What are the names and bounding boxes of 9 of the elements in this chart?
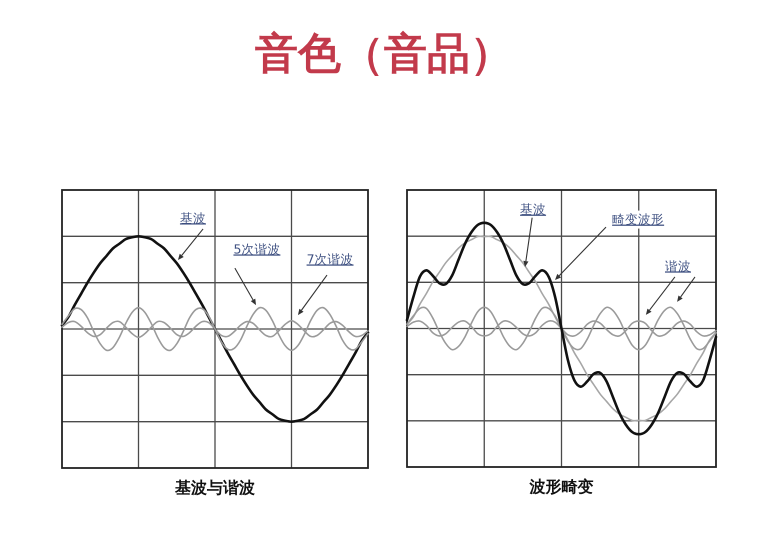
x-axis-title: 波形畸变 [528,477,594,496]
chart-title: 音色（音品） [255,29,513,79]
annotation: 谐波 [664,258,691,274]
text: 基波 [180,210,206,226]
annotation: 5次谐波 [233,241,280,256]
annotation: 7次谐波 [306,251,354,266]
annotation: 畸变波形 [612,212,664,227]
text: 基波 [520,202,546,217]
x-axis-title: 基波与谐波 [174,478,255,497]
